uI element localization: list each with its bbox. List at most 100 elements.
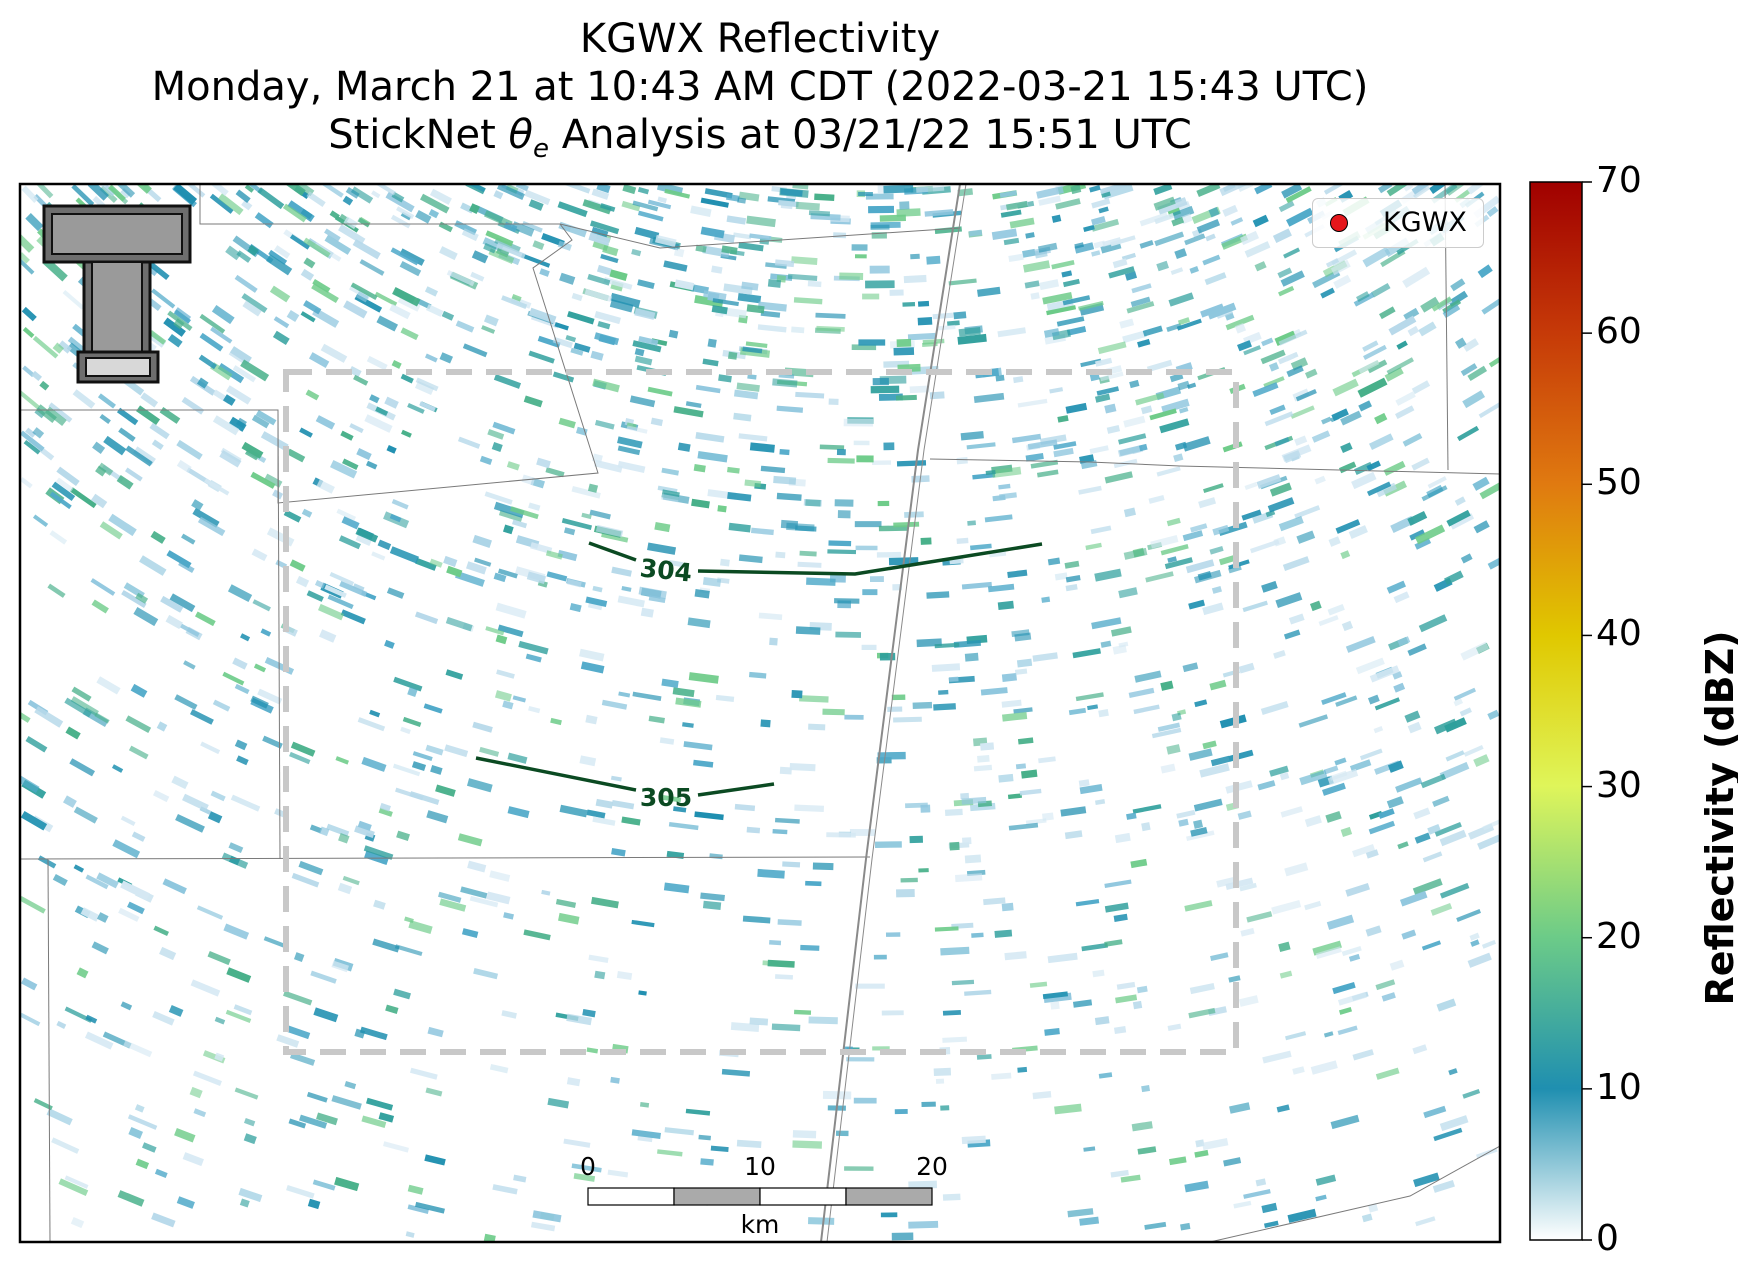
- echo-gate: [526, 571, 547, 584]
- echo-gate: [721, 245, 738, 255]
- echo-gate: [307, 1198, 321, 1210]
- echo-gate: [1386, 184, 1412, 197]
- echo-gate: [590, 350, 604, 361]
- echo-gate: [1326, 914, 1355, 930]
- contour-line-305-right: [697, 782, 775, 797]
- echo-gate: [70, 696, 99, 717]
- echo-gate: [858, 191, 873, 197]
- echo-gate: [407, 1184, 424, 1195]
- echo-gate: [1173, 453, 1184, 462]
- echo-gate: [1261, 1202, 1278, 1214]
- echo-gate: [365, 460, 378, 470]
- echo-gate: [563, 1138, 591, 1148]
- echo-gate: [1144, 1221, 1167, 1230]
- echo-gate: [1278, 285, 1295, 297]
- echo-gate: [585, 714, 598, 725]
- echo-gate: [774, 974, 794, 980]
- echo-gate: [1146, 359, 1173, 373]
- echo-gate: [409, 791, 440, 806]
- echo-gate: [1234, 323, 1247, 334]
- echo-gate: [20, 895, 46, 914]
- echo-gate: [1415, 1216, 1436, 1227]
- echo-gate: [1154, 231, 1185, 247]
- echo-gate: [924, 209, 954, 217]
- echo-gate: [384, 396, 399, 409]
- echo-gate: [908, 1220, 939, 1229]
- echo-gate: [1439, 829, 1467, 847]
- echo-gate: [702, 245, 730, 258]
- echo-gate: [1397, 636, 1411, 647]
- echo-gate: [103, 435, 127, 456]
- echo-gate: [154, 1168, 168, 1179]
- echo-gate: [1095, 799, 1106, 806]
- echo-gate: [883, 442, 895, 451]
- echo-gate: [912, 701, 933, 709]
- echo-gate: [386, 444, 397, 454]
- echo-gate: [1460, 553, 1473, 564]
- echo-gate: [994, 929, 1013, 938]
- echo-gate: [1321, 692, 1347, 706]
- echo-gate: [621, 816, 641, 826]
- echo-gate: [199, 313, 226, 334]
- echo-gate: [495, 602, 527, 619]
- echo-gate: [1161, 398, 1190, 414]
- echo-gate: [794, 1009, 812, 1015]
- echo-gate: [834, 598, 860, 604]
- echo-gate: [791, 690, 803, 699]
- echo-gate: [1091, 198, 1111, 209]
- echo-gate: [1330, 259, 1351, 276]
- echo-gate: [695, 244, 707, 253]
- echo-gate: [839, 272, 864, 280]
- echo-gate: [244, 184, 255, 193]
- echo-gate: [376, 315, 399, 332]
- echo-gate: [1104, 939, 1123, 947]
- echo-gate: [56, 1020, 67, 1029]
- echo-gate: [961, 1135, 986, 1145]
- echo-gate: [391, 191, 405, 203]
- echo-gate: [1243, 345, 1262, 356]
- echo-gate: [311, 283, 339, 304]
- echo-gate: [135, 1158, 150, 1170]
- echo-gate: [1389, 959, 1405, 971]
- echo-gate: [57, 340, 72, 354]
- echo-gate: [601, 699, 628, 710]
- echo-gate: [746, 215, 776, 228]
- echo-gate: [1156, 260, 1169, 272]
- echo-gate: [1340, 826, 1353, 838]
- echo-gate: [312, 279, 331, 293]
- echo-gate: [592, 378, 620, 393]
- echo-gate: [1110, 235, 1136, 247]
- echo-gate: [918, 868, 929, 873]
- echo-gate: [1279, 772, 1290, 781]
- echo-gate: [661, 467, 680, 476]
- echo-gate: [586, 809, 606, 819]
- echo-gate: [746, 304, 765, 314]
- echo-gate: [286, 310, 300, 322]
- echo-gate: [870, 224, 890, 230]
- echo-gate: [1421, 940, 1442, 951]
- echo-gate: [814, 193, 835, 201]
- echo-gate: [976, 1054, 992, 1060]
- echo-gate: [424, 353, 438, 363]
- map-area[interactable]: 304 305: [12, 175, 1508, 1243]
- echo-gate: [20, 477, 33, 489]
- echo-gate: [565, 334, 577, 343]
- echo-gate: [1269, 404, 1286, 416]
- colorbar-tick-label: 0: [1596, 1218, 1619, 1259]
- echo-gate: [492, 1184, 518, 1195]
- echo-gate: [1202, 1138, 1229, 1151]
- echo-gate: [257, 688, 283, 705]
- echo-gate: [563, 184, 591, 194]
- echo-gate: [409, 1067, 438, 1080]
- echo-gate: [425, 304, 444, 317]
- echo-gate: [931, 663, 961, 672]
- echo-gate: [350, 186, 374, 204]
- echo-gate: [791, 326, 805, 334]
- echo-gate: [805, 499, 821, 507]
- theta-symbol: θ: [508, 112, 533, 158]
- echo-gate: [1348, 953, 1361, 962]
- echo-gate: [1104, 879, 1132, 888]
- echo-gate: [501, 1010, 517, 1019]
- echo-gate: [369, 394, 380, 404]
